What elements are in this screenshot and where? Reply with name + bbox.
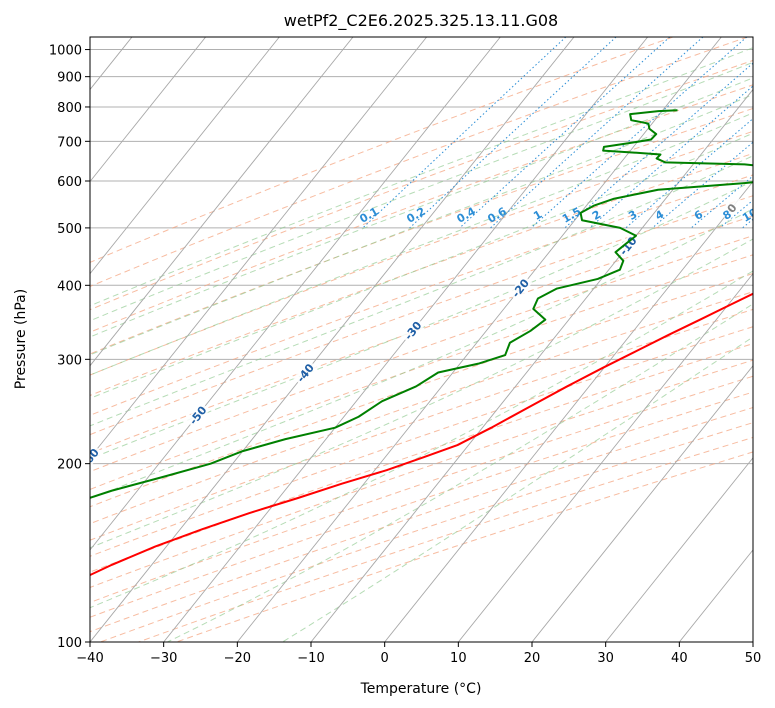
x-tick-label: 10 [450,651,467,666]
mixing-ratio-line [490,37,704,229]
isotherm-label-bg [293,359,318,386]
y-tick-label: 700 [57,135,82,150]
isotherm-line [90,37,207,183]
x-tick-label: −10 [297,651,324,666]
y-tick-label: 100 [57,636,82,651]
isotherm-label-bg [508,275,533,302]
x-tick-label: −40 [76,651,103,666]
moist-adiabat [90,180,753,460]
x-tick-label: 40 [671,651,688,666]
y-tick-label: 1000 [49,44,82,59]
isotherm-label-bg [615,232,641,259]
y-tick-label: 200 [57,458,82,473]
profile-series [90,109,753,577]
x-tick-label: −20 [224,651,251,666]
y-axis-label: Pressure (hPa) [13,289,29,389]
moist-adiabats [90,47,753,642]
dry-adiabat [90,37,674,263]
y-tick-label: 800 [57,101,82,116]
mixing-ratio-line [652,141,753,229]
isotherm-line [90,37,501,551]
y-tick-label: 500 [57,222,82,237]
mixing-ratio-line [564,62,753,229]
dry-adiabats [90,37,753,642]
isotherm-label-bg [400,317,426,344]
isotherm-line [90,37,354,367]
moist-adiabat [90,61,753,322]
moist-adiabat [90,94,753,356]
chart-title: wetPf2_C2E6.2025.325.13.11.G08 [284,11,558,31]
x-tick-label: 50 [745,651,762,666]
isotherm-line [310,88,753,642]
dry-adiabat [90,326,753,557]
series-line [90,109,753,499]
dry-adiabat [90,235,753,473]
dry-adiabat [90,174,753,416]
plot-frame [89,36,754,643]
isotherm-line [605,457,753,642]
dry-adiabat [90,291,753,525]
moist-adiabat [167,303,753,642]
isotherm-line [457,272,753,642]
dry-adiabat [90,195,753,436]
dry-adiabat [90,343,753,573]
dry-adiabat [90,59,753,311]
moist-adiabat [90,47,753,307]
isotherm-line [90,37,428,459]
x-axis-label: Temperature (°C) [360,681,482,697]
mixing-ratio-line [459,37,671,229]
y-tick-label: 600 [57,175,82,190]
y-axis-ticks: 100 200 300 400 500 600 700 800 900 1000 [49,44,90,651]
dry-adiabat [90,375,753,604]
isotherm-line [90,37,280,275]
y-tick-label: 900 [57,71,82,86]
isotherm-line [236,37,722,642]
isotherm-label-bg [719,195,745,222]
x-tick-label: −30 [150,651,177,666]
y-tick-label: 300 [57,353,82,368]
mixing-ratio-lines [362,37,753,229]
dry-adiabat [90,130,753,376]
series-line [90,292,753,577]
isotherm-label-bg [185,402,211,429]
isotherm-line [384,180,753,642]
moist-adiabat [90,155,753,427]
x-tick-label: 30 [597,651,614,666]
moist-adiabat [90,112,753,376]
y-tick-label: 400 [57,279,82,294]
x-axis-ticks: −40 −30 −20 −10 0 10 20 30 40 50 [76,642,761,666]
x-tick-label: 0 [381,651,389,666]
x-tick-label: 20 [524,651,541,666]
dry-adiabat [90,37,748,288]
dry-adiabat [90,254,753,490]
dry-adiabat [90,391,753,618]
plot-area: -100-90-80-70-60-50-40-30-20-10010203040… [90,37,753,642]
dry-adiabat [90,107,753,355]
isotherm-line [531,365,753,642]
moist-adiabat [90,270,753,609]
moist-adiabat [90,77,753,338]
